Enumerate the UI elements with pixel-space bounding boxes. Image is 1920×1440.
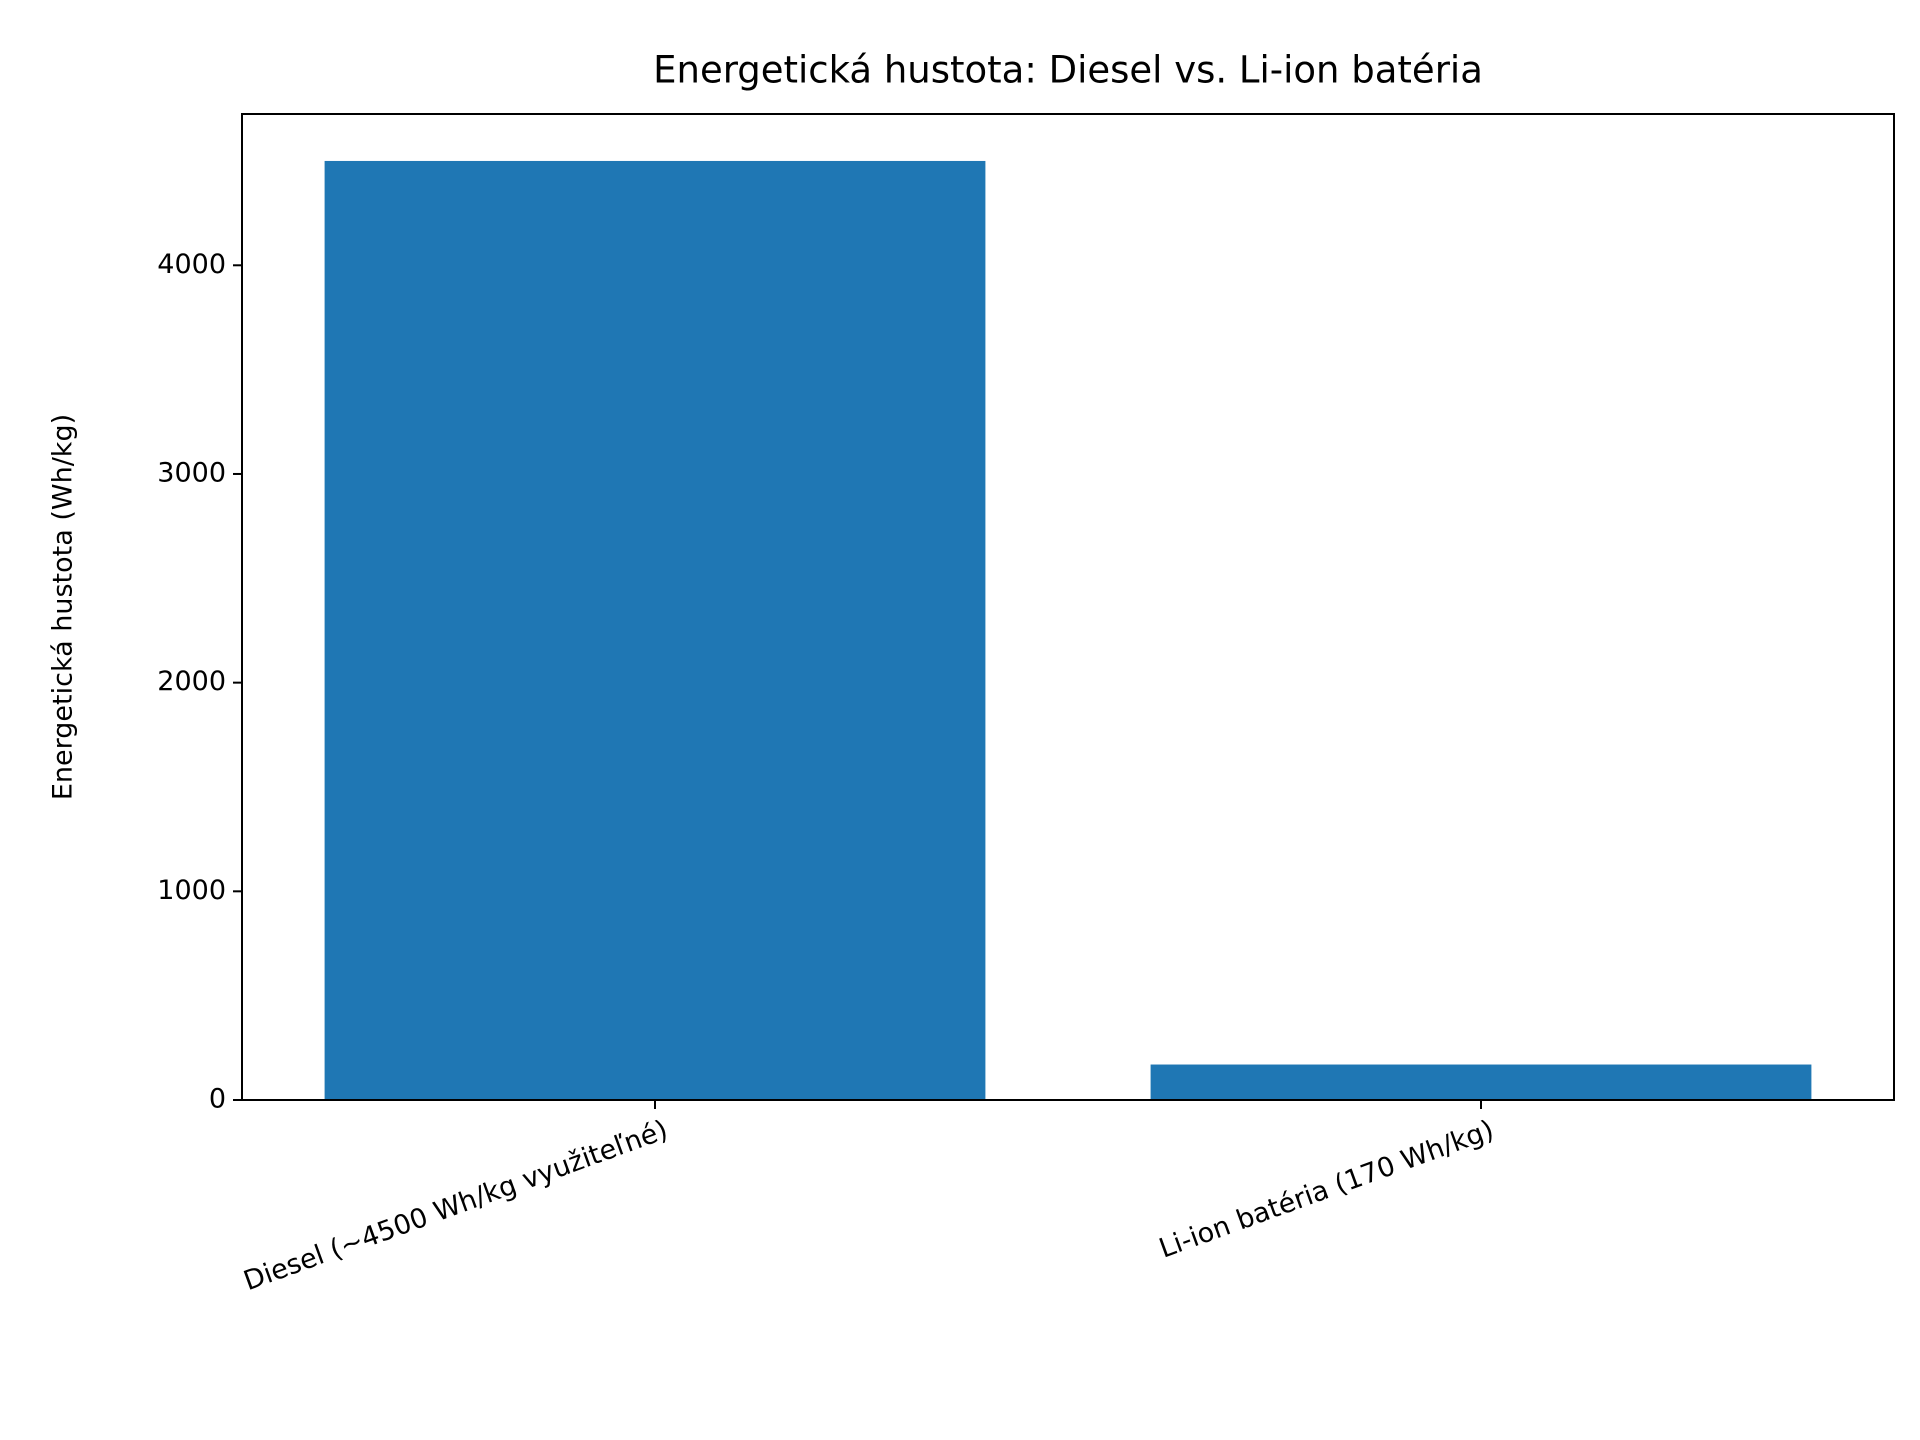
y-tick-label: 2000 <box>157 666 226 697</box>
y-axis-label: Energetická hustota (Wh/kg) <box>48 414 79 800</box>
y-tick-label: 0 <box>209 1084 226 1115</box>
y-tick-label: 3000 <box>157 457 226 488</box>
plot-frame <box>241 113 1895 1101</box>
bar <box>1150 1064 1812 1100</box>
x-tick-label: Diesel (~4500 Wh/kg využiteľné) <box>240 1114 672 1297</box>
y-tick-label: 1000 <box>157 875 226 906</box>
y-tick-label: 4000 <box>157 249 226 280</box>
x-tick-label: Li-ion batéria (170 Wh/kg) <box>1155 1114 1498 1264</box>
bar <box>324 160 986 1100</box>
chart-title: Energetická hustota: Diesel vs. Li-ion b… <box>653 49 1483 92</box>
